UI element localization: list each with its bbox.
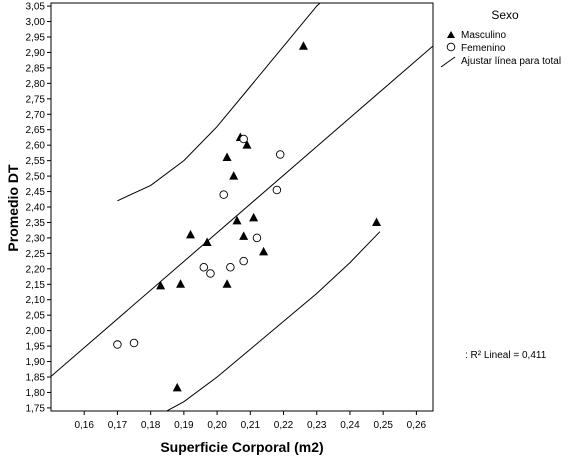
y-tick-label: 2,15 bbox=[26, 280, 46, 291]
x-tick-label: 0,24 bbox=[340, 420, 360, 431]
legend-label-fit-line: Ajustar línea para total bbox=[461, 56, 561, 67]
y-tick-label: 2,55 bbox=[26, 156, 46, 167]
r-squared-note: : R² Lineal = 0,411 bbox=[465, 350, 547, 361]
point-masculino bbox=[242, 140, 252, 149]
y-tick-label: 1,80 bbox=[26, 388, 46, 399]
point-femenino bbox=[272, 185, 282, 195]
y-tick-label: 2,65 bbox=[26, 125, 46, 136]
point-masculino bbox=[186, 229, 196, 239]
point-femenino bbox=[239, 256, 248, 266]
x-axis: 0,16 0,17 0,18 0,19 0,20 0,21 0,22 0,23 0,24 0,25… bbox=[74, 411, 427, 431]
legend: Sexo Masculino Femenino Ajustar línea pa… bbox=[440, 8, 561, 68]
x-tick-label: 0,19 bbox=[174, 420, 194, 431]
y-tick-label: 2,90 bbox=[26, 48, 46, 59]
y-tick-label: 3,05 bbox=[26, 2, 46, 13]
legend-marker-fit-line bbox=[440, 56, 456, 68]
y-tick-label: 2,45 bbox=[26, 187, 46, 198]
point-femenino bbox=[113, 340, 122, 349]
point-masculino bbox=[232, 215, 242, 225]
y-axis: 1,75 1,80 1,85 1,90 1,95 2,00 2,05 2,10 2,15 2,20… bbox=[26, 2, 51, 414]
point-femenino bbox=[219, 190, 228, 199]
y-tick-label: 2,75 bbox=[26, 94, 46, 105]
x-axis-title: Superficie Corporal (m2) bbox=[160, 439, 323, 455]
x-tick-label: 0,25 bbox=[373, 420, 393, 431]
point-femenino bbox=[275, 150, 285, 159]
y-tick-label: 1,95 bbox=[26, 342, 46, 353]
point-masculino bbox=[372, 217, 382, 226]
confidence-band-lower bbox=[165, 231, 381, 411]
point-femenino bbox=[252, 233, 262, 243]
y-tick-label: 3,00 bbox=[26, 17, 46, 28]
confidence-band-upper bbox=[117, 3, 321, 202]
y-tick-label: 2,70 bbox=[26, 110, 46, 121]
y-tick-label: 2,25 bbox=[26, 249, 46, 260]
point-masculino bbox=[222, 279, 232, 288]
point-masculino bbox=[229, 171, 239, 180]
x-tick-label: 0,18 bbox=[141, 420, 161, 431]
point-masculino bbox=[172, 382, 182, 392]
y-tick-label: 2,50 bbox=[26, 172, 46, 183]
point-femenino bbox=[199, 263, 209, 272]
point-masculino bbox=[222, 152, 232, 162]
x-tick-label: 0,26 bbox=[407, 420, 427, 431]
legend-title: Sexo bbox=[491, 8, 519, 22]
fit-line-group bbox=[51, 45, 433, 377]
x-tick-label: 0,21 bbox=[241, 420, 261, 431]
point-femenino bbox=[239, 134, 248, 144]
point-masculino bbox=[202, 237, 212, 247]
y-tick-label: 2,80 bbox=[26, 79, 46, 90]
y-tick-label: 1,75 bbox=[26, 403, 46, 414]
legend-label-masculino: Masculino bbox=[461, 30, 506, 41]
legend-marker-femenino bbox=[446, 42, 456, 52]
y-tick-label: 1,90 bbox=[26, 357, 46, 368]
y-tick-label: 2,05 bbox=[26, 311, 46, 322]
legend-marker-masculino bbox=[447, 31, 455, 38]
point-masculino bbox=[156, 280, 166, 290]
y-tick-label: 2,20 bbox=[26, 264, 46, 275]
x-tick-label: 0,17 bbox=[108, 420, 128, 431]
y-tick-label: 2,95 bbox=[26, 33, 46, 44]
point-masculino bbox=[259, 246, 269, 256]
point-femenino bbox=[129, 338, 139, 348]
y-tick-label: 2,60 bbox=[26, 141, 46, 152]
x-tick-label: 0,16 bbox=[74, 420, 94, 431]
x-tick-label: 0,23 bbox=[307, 420, 327, 431]
x-tick-label: 0,20 bbox=[207, 420, 227, 431]
plot-frame bbox=[50, 2, 434, 412]
y-tick-label: 1,85 bbox=[26, 373, 46, 384]
y-tick-label: 2,40 bbox=[26, 203, 46, 214]
point-femenino bbox=[206, 269, 215, 278]
point-masculino bbox=[176, 279, 186, 288]
y-axis-title: Promedio DT bbox=[5, 164, 21, 252]
y-tick-label: 2,00 bbox=[26, 326, 46, 337]
point-masculino bbox=[239, 231, 249, 240]
legend-label-femenino: Femenino bbox=[461, 43, 506, 54]
y-tick-label: 2,10 bbox=[26, 295, 46, 306]
y-tick-label: 2,30 bbox=[26, 233, 46, 244]
point-femenino bbox=[226, 263, 235, 272]
confidence-bands bbox=[117, 3, 381, 411]
data-points bbox=[113, 41, 382, 392]
y-tick-label: 2,35 bbox=[26, 218, 46, 229]
x-tick-label: 0,22 bbox=[274, 420, 294, 431]
fit-line bbox=[51, 45, 433, 377]
y-tick-label: 2,85 bbox=[26, 63, 46, 74]
point-masculino bbox=[298, 41, 308, 50]
point-masculino bbox=[249, 212, 259, 222]
